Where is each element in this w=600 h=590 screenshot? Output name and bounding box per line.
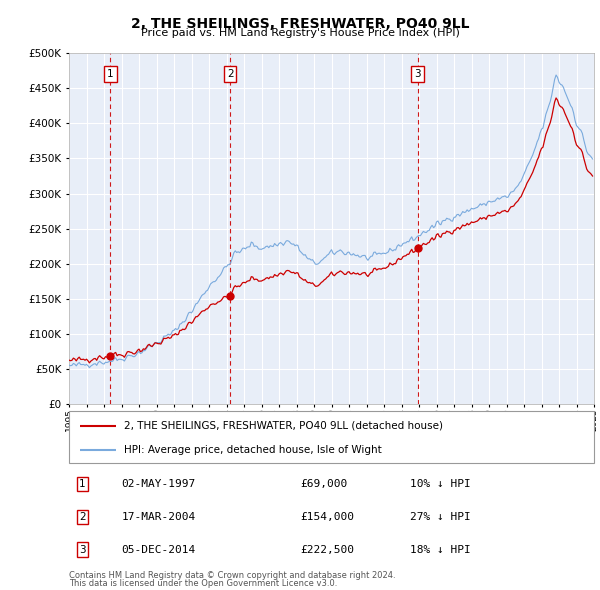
Text: This data is licensed under the Open Government Licence v3.0.: This data is licensed under the Open Gov… [69,579,337,588]
Text: Contains HM Land Registry data © Crown copyright and database right 2024.: Contains HM Land Registry data © Crown c… [69,571,395,579]
Text: 1: 1 [79,479,85,489]
Text: £69,000: £69,000 [300,479,347,489]
Text: £222,500: £222,500 [300,545,354,555]
Text: £154,000: £154,000 [300,512,354,522]
Text: 3: 3 [414,69,421,79]
Text: 27% ↓ HPI: 27% ↓ HPI [410,512,471,522]
Text: 1: 1 [107,69,114,79]
Text: 2, THE SHEILINGS, FRESHWATER, PO40 9LL: 2, THE SHEILINGS, FRESHWATER, PO40 9LL [131,17,469,31]
Text: 17-MAR-2004: 17-MAR-2004 [121,512,196,522]
Text: 18% ↓ HPI: 18% ↓ HPI [410,545,471,555]
Text: 2, THE SHEILINGS, FRESHWATER, PO40 9LL (detached house): 2, THE SHEILINGS, FRESHWATER, PO40 9LL (… [124,421,443,431]
Text: 02-MAY-1997: 02-MAY-1997 [121,479,196,489]
FancyBboxPatch shape [69,411,594,463]
Text: 3: 3 [79,545,85,555]
Text: Price paid vs. HM Land Registry's House Price Index (HPI): Price paid vs. HM Land Registry's House … [140,28,460,38]
Text: 2: 2 [227,69,233,79]
Text: 05-DEC-2014: 05-DEC-2014 [121,545,196,555]
Text: HPI: Average price, detached house, Isle of Wight: HPI: Average price, detached house, Isle… [124,445,382,455]
Text: 2: 2 [79,512,85,522]
Text: 10% ↓ HPI: 10% ↓ HPI [410,479,471,489]
